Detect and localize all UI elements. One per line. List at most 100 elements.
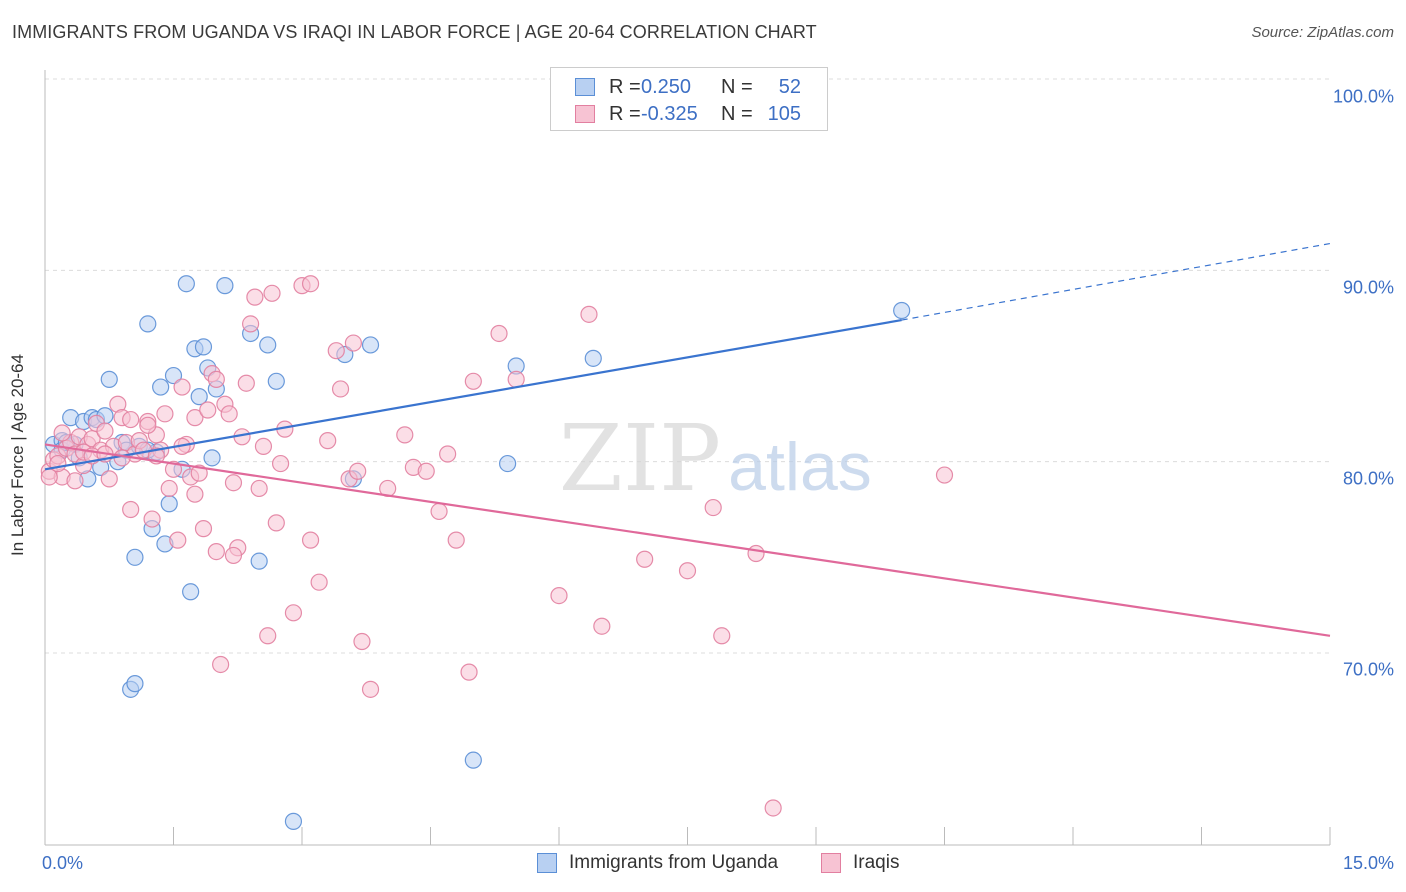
iraqi-point [747, 544, 765, 563]
iraqi-point [100, 470, 118, 488]
iraqi-point [53, 424, 71, 442]
iraqi-point [242, 315, 260, 333]
trend-lines [44, 242, 1331, 637]
iraqi-point [143, 510, 161, 528]
uganda-point [284, 812, 303, 830]
bottom-legend-swatch-uganda [537, 853, 557, 873]
iraqi-point [507, 370, 525, 388]
iraqi-point [319, 432, 337, 450]
bottom-legend-label-uganda: Immigrants from Uganda [569, 852, 779, 873]
iraqi-point [327, 342, 345, 360]
uganda-point [203, 449, 221, 467]
trend-line-iraqi [44, 443, 1331, 637]
watermark-zip: ZIP [559, 405, 721, 512]
y-tick-70: 70.0% [1342, 659, 1394, 680]
iraqi-point [190, 464, 208, 482]
legend-row-iraqi: R = -0.325 N = 105 [575, 100, 801, 128]
iraqi-point [678, 562, 697, 580]
bottom-legend-swatch-iraqi [821, 853, 841, 873]
iraqi-point [460, 663, 478, 681]
iraqi-point [186, 485, 204, 503]
source-credit: Source: ZipAtlas.com [1251, 24, 1394, 41]
legend-swatch-iraqi [575, 105, 595, 123]
iraqi-point [160, 479, 178, 498]
series-uganda-points [44, 275, 911, 830]
uganda-point [152, 378, 170, 396]
bottom-legend-label-iraqi: Iraqis [853, 852, 900, 873]
legend-n-value: 52 [778, 75, 801, 98]
axes [44, 70, 1331, 846]
iraqi-point [580, 305, 598, 323]
uganda-point [177, 275, 195, 293]
legend-r-value: 0.250 [641, 75, 692, 98]
uganda-point [216, 277, 234, 295]
x-tick-left: 0.0% [42, 853, 84, 873]
series-iraqi-points [40, 275, 954, 817]
trend-line-uganda [44, 318, 902, 471]
iraqi-point [259, 627, 277, 645]
iraqi-point [464, 372, 482, 390]
watermark-atlas: atlas [728, 429, 872, 505]
iraqi-point [246, 288, 264, 306]
trend-line-uganda-extension [901, 242, 1331, 321]
uganda-point [250, 552, 268, 570]
iraqi-point [310, 573, 328, 591]
iraqi-point [156, 405, 174, 423]
iraqi-point [439, 445, 457, 463]
iraqi-point [301, 531, 320, 549]
iraqi-point [490, 324, 508, 343]
iraqi-point [207, 542, 225, 561]
uganda-point [182, 583, 200, 601]
iraqi-point [447, 531, 465, 549]
uganda-point [464, 751, 482, 769]
iraqi-point [430, 502, 448, 521]
iraqi-point [271, 454, 290, 473]
iraqi-point [250, 479, 268, 498]
iraqi-point [935, 466, 954, 484]
iraqi-point [40, 468, 58, 486]
iraqi-point [396, 426, 414, 444]
iraqi-point [353, 632, 371, 651]
iraqi-point [349, 462, 367, 480]
uganda-point [267, 372, 285, 390]
legend-r-label: R = [609, 75, 641, 98]
iraqi-point [417, 462, 435, 480]
legend: R = 0.250 N = 52 R = -0.325 N = 105 [550, 67, 828, 131]
iraqi-point [704, 498, 722, 517]
legend-swatch-uganda [575, 78, 595, 96]
iraqi-point [199, 401, 217, 419]
uganda-point [100, 370, 118, 388]
legend-r-value: -0.325 [641, 102, 698, 125]
iraqi-point [122, 410, 140, 429]
iraqi-point [713, 627, 731, 645]
uganda-point [160, 495, 178, 513]
iraqi-point [263, 284, 281, 302]
iraqi-point [224, 546, 243, 565]
iraqi-point [139, 416, 157, 434]
iraqi-point [164, 460, 183, 478]
legend-row-uganda: R = 0.250 N = 52 [575, 73, 801, 101]
uganda-point [164, 366, 183, 385]
iraqi-point [212, 655, 230, 674]
uganda-point [139, 315, 157, 333]
iraqi-point [254, 437, 273, 455]
iraqi-point [301, 275, 320, 293]
iraqi-point [122, 500, 140, 519]
watermark: ZIP atlas [559, 405, 872, 512]
iraqi-point [194, 520, 213, 538]
iraqi-point [344, 334, 362, 352]
iraqi-point [764, 799, 782, 817]
uganda-point [584, 349, 602, 367]
uganda-point [194, 338, 213, 356]
uganda-point [190, 388, 208, 406]
legend-n-value: 105 [767, 102, 801, 125]
iraqi-point [284, 604, 303, 622]
iraqi-point [96, 422, 114, 440]
x-tick-right: 15.0% [1342, 853, 1394, 873]
legend-n-label: N = [721, 75, 753, 98]
bottom-legend-iraqi: Iraqis [821, 852, 899, 874]
iraqi-point [636, 550, 654, 568]
legend-r-label: R = [609, 102, 641, 125]
y-tick-80: 80.0% [1342, 468, 1394, 489]
